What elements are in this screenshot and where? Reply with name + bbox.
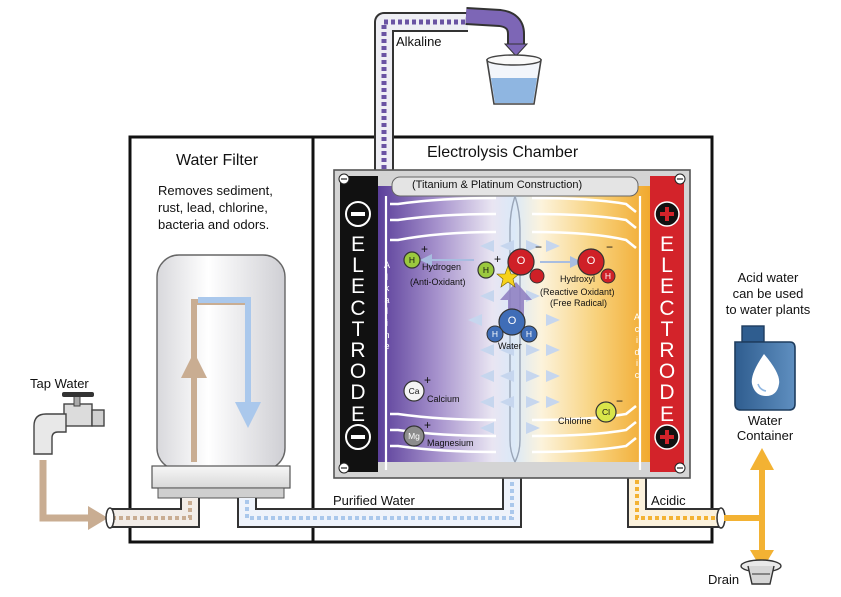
magnesium-symbol: Mg <box>408 431 420 441</box>
hydrogen-symbol-hydroxyl: H <box>604 271 612 281</box>
acid-note-line2: can be used <box>732 286 804 301</box>
calcium-ion <box>403 380 425 402</box>
up-arrow-icon <box>181 352 207 378</box>
drain-icon <box>740 559 782 585</box>
acid-flow-arrows <box>724 448 774 570</box>
calcium-symbol: Ca <box>408 386 420 396</box>
oxygen-symbol-center: O <box>516 255 526 267</box>
oxygen-center <box>507 248 545 284</box>
chlorine-symbol: Cl <box>601 407 611 417</box>
plus-sign-h-left: + <box>421 242 429 256</box>
tap-water-flow <box>39 460 92 522</box>
acidic-outlet-pipe <box>627 478 726 529</box>
anti-oxidant-label: (Anti-Oxidant) <box>410 277 466 287</box>
water-container-icon <box>734 325 796 411</box>
minus-sign-o-center: − <box>535 240 543 254</box>
hydroxyl-label: Hydroxyl <box>560 274 596 284</box>
acidic-flow-arrows <box>531 196 637 454</box>
construction-label: (Titanium & Platinum Construction) <box>412 179 583 191</box>
chlorine-ion <box>595 401 617 423</box>
plus-sign-calcium: + <box>424 373 432 387</box>
acid-note-line1: Acid water <box>737 270 799 285</box>
water-filter-desc-line2: rust, lead, chlorine, <box>158 200 268 215</box>
plus-sign-magnesium: + <box>424 418 432 432</box>
magnesium-ion <box>403 425 425 447</box>
oxygen-symbol-water: O <box>507 315 517 327</box>
alkaline-label: Alkaline <box>396 34 442 49</box>
hydrogen-symbol-water-right: H <box>525 329 533 339</box>
acidic-label: Acidic <box>651 493 686 508</box>
water-filter-title: Water Filter <box>176 152 259 169</box>
filter-cartridge <box>151 254 291 499</box>
ion-migration-arrows <box>468 240 560 434</box>
negative-terminal-icon <box>345 201 371 450</box>
positive-terminal-icon <box>654 201 680 450</box>
faucet-icon <box>33 392 105 455</box>
hydrogen-ion-left <box>403 251 421 269</box>
tap-water-label: Tap Water <box>30 376 89 391</box>
chlorine-label: Chlorine <box>558 416 592 426</box>
acid-note-line3: to water plants <box>725 302 811 317</box>
water-filter-desc-line1: Removes sediment, <box>158 183 273 198</box>
minus-sign-hydroxyl: − <box>606 240 614 254</box>
water-molecule <box>486 308 538 343</box>
water-label: Water <box>498 341 522 351</box>
down-arrow-icon <box>235 402 261 428</box>
purified-water-pipe <box>237 478 522 528</box>
hydrogen-symbol-water-left: H <box>491 329 499 339</box>
minus-sign-chlorine: − <box>616 394 624 408</box>
alkaline-outlet-pipe <box>374 7 529 178</box>
intake-pipe <box>105 498 200 529</box>
reactive-oxidant-label: (Reactive Oxidant) <box>540 287 615 297</box>
free-radical-label: (Free Radical) <box>550 298 608 308</box>
calcium-label: Calcium <box>427 394 460 404</box>
water-container-label-line2: Container <box>736 428 794 443</box>
hydroxyl-molecule <box>577 248 616 284</box>
glass-icon <box>486 54 542 105</box>
right-arrow-icon <box>88 506 108 530</box>
water-container-label-line1: Water <box>747 413 783 428</box>
oxygen-symbol-hydroxyl: O <box>586 255 596 267</box>
plus-sign-h-center: + <box>494 252 502 266</box>
hydrogen-label: Hydrogen <box>422 262 462 272</box>
hydrogen-symbol-center: H <box>482 265 490 275</box>
magnesium-label: Magnesium <box>427 438 474 448</box>
drain-label: Drain <box>708 572 740 587</box>
water-filter-desc-line3: bacteria and odors. <box>158 217 270 232</box>
purified-water-label: Purified Water <box>333 493 415 508</box>
alkaline-flow-arrows <box>390 196 497 454</box>
chamber-title: Electrolysis Chamber <box>427 144 579 161</box>
hydrogen-symbol-left: H <box>408 255 416 265</box>
hydrogen-ion-center <box>477 261 495 279</box>
